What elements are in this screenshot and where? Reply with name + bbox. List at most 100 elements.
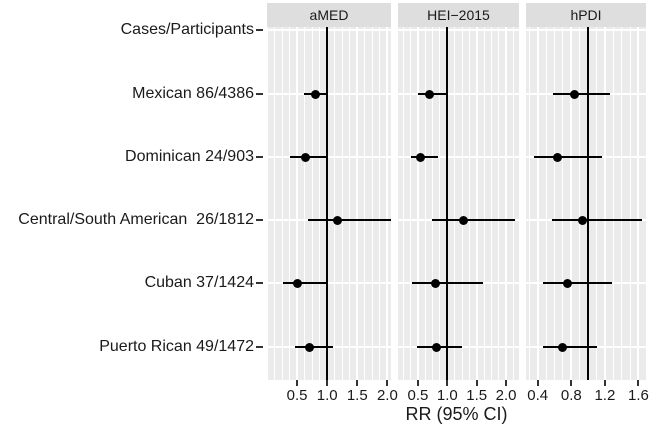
gridline-horizontal: [398, 93, 519, 95]
gridline-vertical: [386, 27, 389, 380]
gridline-vertical: [603, 27, 606, 380]
gridline-vertical: [570, 27, 573, 380]
gridline-vertical: [536, 27, 539, 380]
gridline-horizontal: [398, 29, 519, 31]
facet-strip-label: hPDI: [570, 7, 602, 23]
gridline-vertical: [289, 27, 291, 380]
ci-line: [552, 93, 610, 95]
gridline-vertical: [296, 27, 299, 380]
gridline-vertical: [349, 27, 351, 380]
gridline-horizontal: [398, 156, 519, 158]
point-estimate: [305, 342, 315, 352]
ci-line: [552, 219, 642, 221]
gridline-horizontal: [267, 282, 391, 284]
gridline-vertical: [461, 27, 463, 380]
gridline-vertical: [621, 27, 623, 380]
point-estimate: [570, 89, 580, 99]
gridline-horizontal: [267, 93, 391, 95]
facet-strip-label: aMED: [309, 7, 349, 23]
facet-strip: aMED: [267, 3, 391, 27]
facet-strip-label: HEI−2015: [427, 7, 490, 23]
x-axis-tick-label: 2.0: [495, 387, 517, 404]
gridline-vertical: [562, 27, 564, 380]
gridline-vertical: [439, 27, 441, 380]
point-estimate: [562, 278, 572, 288]
y-axis-label: Puerto Rican 49/1472: [99, 338, 254, 355]
gridline-horizontal: [267, 29, 391, 31]
facet-strip: HEI−2015: [398, 3, 519, 27]
gridline-vertical: [595, 27, 597, 380]
x-axis-tick: [446, 380, 449, 386]
point-estimate: [332, 215, 342, 225]
gridline-horizontal: [267, 156, 391, 158]
x-axis-tick-label: 0.8: [560, 387, 582, 404]
facet-panel: [398, 27, 519, 380]
reference-line: [446, 27, 449, 380]
reference-line: [326, 27, 329, 380]
ci-line: [542, 282, 613, 284]
point-estimate: [558, 342, 568, 352]
y-axis-label: Mexican 86/4386: [132, 85, 254, 102]
ci-line: [432, 219, 515, 221]
x-axis-tick-label: 1.5: [346, 387, 368, 404]
gridline-vertical: [528, 27, 530, 380]
ci-line: [307, 219, 391, 221]
ci-line: [282, 282, 327, 284]
x-axis-tick-label: 0.5: [286, 387, 308, 404]
reference-line: [587, 27, 590, 380]
ci-line: [412, 282, 484, 284]
gridline-vertical: [274, 27, 276, 380]
x-axis-tick: [637, 380, 640, 386]
x-axis-tick: [296, 380, 299, 386]
y-axis-tick: [256, 156, 263, 158]
gridline-vertical: [311, 27, 313, 380]
gridline-vertical: [483, 27, 485, 380]
x-axis-tick: [570, 380, 573, 386]
gridline-vertical: [475, 27, 478, 380]
gridline-horizontal: [526, 29, 646, 31]
gridline-vertical: [319, 27, 321, 380]
x-axis-tick: [536, 380, 539, 386]
y-axis-label: Cases/Participants: [120, 21, 254, 38]
x-axis-tick-label: 1.5: [466, 387, 488, 404]
gridline-vertical: [402, 27, 404, 380]
x-axis-tick: [416, 380, 419, 386]
x-axis-tick-label: 1.2: [594, 387, 616, 404]
point-estimate: [311, 89, 321, 99]
gridline-vertical: [341, 27, 343, 380]
x-axis-tick-label: 2.0: [376, 387, 398, 404]
gridline-vertical: [356, 27, 359, 380]
point-estimate: [458, 215, 468, 225]
gridline-vertical: [512, 27, 514, 380]
gridline-vertical: [410, 27, 412, 380]
gridline-vertical: [498, 27, 500, 380]
x-axis-tick-label: 1.6: [628, 387, 649, 404]
gridline-vertical: [468, 27, 470, 380]
x-axis-tick: [356, 380, 359, 386]
y-axis-label: Central/South American 26/1812: [18, 211, 254, 228]
gridline-vertical: [505, 27, 508, 380]
gridline-vertical: [490, 27, 492, 380]
x-axis-tick-label: 1.0: [436, 387, 458, 404]
gridline-vertical: [612, 27, 614, 380]
gridline-vertical: [371, 27, 373, 380]
x-axis-tick-label: 0.4: [527, 387, 549, 404]
gridline-vertical: [432, 27, 434, 380]
gridline-vertical: [579, 27, 581, 380]
x-axis-title: RR (95% CI): [405, 404, 508, 424]
point-estimate: [432, 342, 442, 352]
facet-strip: hPDI: [526, 3, 646, 27]
gridline-vertical: [454, 27, 456, 380]
gridline-vertical: [379, 27, 381, 380]
gridline-vertical: [334, 27, 336, 380]
x-axis-tick: [603, 380, 606, 386]
point-estimate: [425, 89, 435, 99]
gridline-vertical: [424, 27, 426, 380]
gridline-vertical: [629, 27, 631, 380]
x-axis-tick: [386, 380, 389, 386]
point-estimate: [430, 278, 440, 288]
x-axis-tick-label: 0.5: [407, 387, 429, 404]
y-axis-label: Dominican 24/903: [125, 148, 254, 165]
y-axis-tick: [256, 29, 263, 31]
